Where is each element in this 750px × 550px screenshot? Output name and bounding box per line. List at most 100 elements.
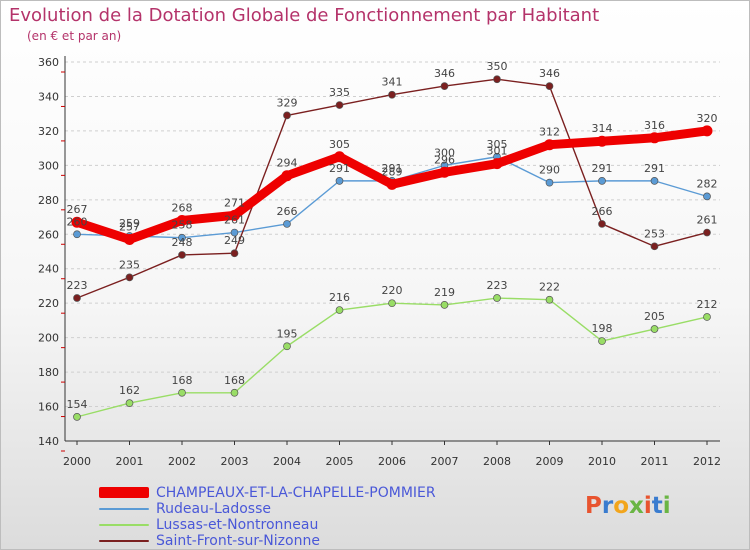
data-point-saint-front-sur-nizonne (493, 75, 501, 84)
data-label-lussas-et-nontronneau: 205 (644, 310, 665, 323)
data-label-lussas-et-nontronneau: 168 (224, 374, 245, 387)
data-label-saint-front-sur-nizonne: 346 (434, 67, 455, 80)
x-tick-label: 2005 (326, 455, 354, 468)
data-point-champeaux-et-la-chapelle-pommier (386, 178, 398, 190)
data-point-champeaux-et-la-chapelle-pommier (124, 233, 135, 245)
data-point-lussas-et-nontronneau (125, 399, 134, 407)
data-point-champeaux-et-la-chapelle-pommier (281, 170, 293, 182)
legend-label-champeaux: CHAMPEAUX-ET-LA-CHAPELLE-POMMIER (156, 485, 436, 501)
data-point-rudeau-ladosse (178, 233, 186, 242)
series-line-lussas-et-nontronneau (76, 297, 708, 418)
data-label-saint-front-sur-nizonne: 350 (487, 60, 508, 73)
data-label-rudeau-ladosse: 261 (224, 214, 245, 227)
data-point-champeaux-et-la-chapelle-pommier (176, 214, 188, 226)
data-label-champeaux-et-la-chapelle-pommier: 305 (329, 138, 350, 151)
data-label-champeaux-et-la-chapelle-pommier: 312 (539, 126, 560, 139)
data-label-lussas-et-nontronneau: 168 (172, 374, 193, 387)
data-label-lussas-et-nontronneau: 154 (67, 398, 88, 411)
data-label-rudeau-ladosse: 259 (119, 217, 140, 230)
data-point-saint-front-sur-nizonne (178, 251, 186, 259)
data-point-lussas-et-nontronneau (650, 325, 659, 333)
data-point-champeaux-et-la-chapelle-pommier (701, 125, 713, 137)
data-point-lussas-et-nontronneau (598, 337, 606, 345)
data-label-rudeau-ladosse: 290 (539, 164, 560, 177)
data-point-lussas-et-nontronneau (388, 299, 396, 308)
x-tick-label: 2002 (168, 455, 196, 468)
data-label-saint-front-sur-nizonne: 249 (224, 234, 245, 247)
data-point-saint-front-sur-nizonne (388, 90, 396, 99)
y-tick-label: 240 (38, 263, 59, 276)
y-tick-label: 280 (38, 194, 59, 207)
data-point-rudeau-ladosse (703, 192, 711, 201)
data-label-saint-front-sur-nizonne: 346 (539, 67, 560, 80)
y-tick-label: 140 (38, 435, 59, 448)
data-point-champeaux-et-la-chapelle-pommier (439, 166, 450, 178)
data-point-saint-front-sur-nizonne (335, 101, 344, 109)
x-tick-label: 2011 (641, 455, 669, 468)
x-tick-label: 2009 (536, 455, 564, 468)
y-tick-label: 180 (38, 366, 59, 379)
data-label-rudeau-ladosse: 291 (329, 162, 350, 175)
data-point-champeaux-et-la-chapelle-pommier (229, 209, 240, 221)
data-point-saint-front-sur-nizonne (545, 82, 554, 90)
y-tick-label: 220 (38, 297, 59, 310)
data-label-saint-front-sur-nizonne: 266 (592, 205, 613, 218)
data-label-saint-front-sur-nizonne: 248 (172, 236, 193, 249)
legend-label-lussas-et-nontronneau: Lussas-et-Nontronneau (156, 517, 319, 533)
data-label-rudeau-ladosse: 305 (487, 138, 508, 151)
data-point-saint-front-sur-nizonne (440, 82, 449, 90)
data-label-rudeau-ladosse: 291 (644, 162, 665, 175)
data-label-saint-front-sur-nizonne: 335 (329, 86, 350, 99)
data-label-lussas-et-nontronneau: 195 (277, 327, 298, 340)
data-point-lussas-et-nontronneau (545, 295, 554, 304)
x-tick-label: 2010 (588, 455, 616, 468)
data-label-rudeau-ladosse: 266 (277, 205, 298, 218)
legend-label-rudeau-ladosse: Rudeau-Ladosse (156, 501, 272, 517)
data-point-lussas-et-nontronneau (703, 313, 711, 321)
data-label-lussas-et-nontronneau: 162 (119, 384, 140, 397)
proxiti-logo: Proxiti (585, 493, 671, 519)
x-tick-label: 2012 (693, 455, 721, 468)
data-label-saint-front-sur-nizonne: 341 (382, 76, 403, 89)
data-point-champeaux-et-la-chapelle-pommier (491, 158, 503, 170)
data-point-rudeau-ladosse (283, 220, 291, 228)
data-label-rudeau-ladosse: 258 (172, 219, 193, 232)
data-label-champeaux-et-la-chapelle-pommier: 316 (644, 119, 665, 132)
y-tick-label: 160 (38, 401, 59, 414)
legend-swatch-saint-front-sur-nizonne (99, 540, 149, 542)
data-point-champeaux-et-la-chapelle-pommier (71, 216, 83, 228)
y-tick-label: 360 (38, 56, 59, 69)
chart-subtitle: (en € et par an) (27, 29, 122, 43)
logo-letter: o (613, 493, 630, 519)
data-label-lussas-et-nontronneau: 212 (697, 298, 718, 311)
data-point-saint-front-sur-nizonne (230, 249, 239, 258)
data-label-champeaux-et-la-chapelle-pommier: 257 (119, 220, 140, 233)
logo-letter: i (662, 493, 671, 519)
data-point-lussas-et-nontronneau (178, 388, 186, 397)
data-label-champeaux-et-la-chapelle-pommier: 271 (224, 196, 245, 209)
data-label-champeaux-et-la-chapelle-pommier: 320 (697, 112, 718, 125)
legend-swatch-lussas-et-nontronneau (99, 524, 149, 526)
logo-letter: P (585, 493, 602, 519)
data-point-lussas-et-nontronneau (493, 294, 501, 302)
data-point-saint-front-sur-nizonne (650, 242, 659, 251)
data-label-lussas-et-nontronneau: 219 (434, 286, 455, 299)
data-label-saint-front-sur-nizonne: 329 (277, 96, 298, 109)
data-label-champeaux-et-la-chapelle-pommier: 296 (434, 153, 455, 166)
data-point-champeaux-et-la-chapelle-pommier (596, 135, 608, 147)
data-point-lussas-et-nontronneau (73, 413, 81, 421)
x-tick-label: 2001 (116, 455, 144, 468)
legend-swatch-champeaux (99, 487, 149, 498)
logo-letter: x (629, 493, 644, 519)
data-point-rudeau-ladosse (73, 230, 81, 239)
legend-swatch-rudeau-ladosse (99, 508, 149, 510)
data-label-rudeau-ladosse: 260 (67, 215, 88, 228)
data-point-saint-front-sur-nizonne (125, 273, 134, 282)
x-tick-label: 2003 (221, 455, 249, 468)
data-label-saint-front-sur-nizonne: 253 (644, 227, 665, 240)
data-label-rudeau-ladosse: 291 (592, 162, 613, 175)
data-point-rudeau-ladosse (335, 177, 344, 185)
data-label-saint-front-sur-nizonne: 261 (697, 214, 718, 227)
data-label-champeaux-et-la-chapelle-pommier: 289 (382, 165, 403, 178)
